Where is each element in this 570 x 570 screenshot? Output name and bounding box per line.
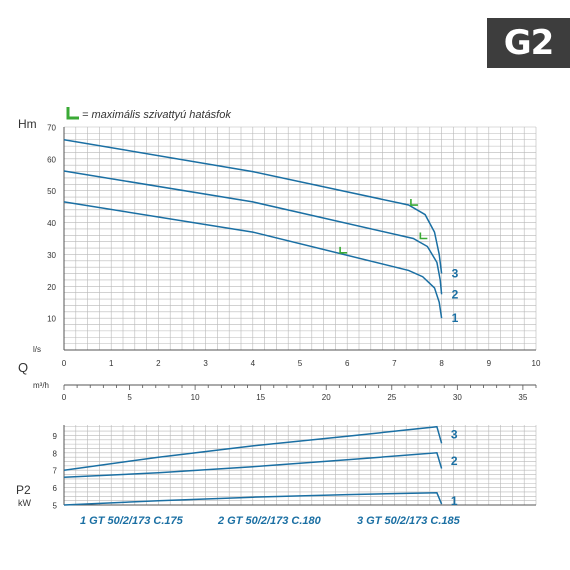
flow-ls-tick-label: 1 <box>109 359 114 368</box>
flow-ls-tick-label: 0 <box>62 359 67 368</box>
flow-ls-tick-label: 10 <box>532 359 541 368</box>
flow-ls-tick-label: 5 <box>298 359 303 368</box>
efficiency-legend-icon <box>66 107 79 120</box>
flow-m3h-tick-label: 5 <box>127 393 132 402</box>
flow-ls-tick-label: 2 <box>156 359 161 368</box>
power-curve-2 <box>63 452 443 478</box>
model-label-3: 3 GT 50/2/173 C.185 <box>357 515 461 527</box>
flow-m3h-tick-label: 25 <box>387 393 396 402</box>
head-curve-label-3: 3 <box>452 267 459 281</box>
flow-m3h-tick-label: 35 <box>518 393 527 402</box>
efficiency-mark <box>410 199 418 206</box>
legend: = maximális szivattyú hatásfok <box>66 107 231 121</box>
head-curve-label-2: 2 <box>452 287 459 301</box>
power-y-axis-title: P2 <box>16 483 31 497</box>
flow-ls-tick-label: 9 <box>487 359 492 368</box>
head-curve-1 <box>63 201 443 319</box>
power-y-tick-label: 7 <box>53 467 58 476</box>
flow-ls-unit: l/s <box>33 345 41 354</box>
power-y-tick-label: 9 <box>53 432 58 441</box>
efficiency-mark <box>419 232 428 240</box>
power-curve-label-3: 3 <box>451 428 458 442</box>
legend-text: = maximális szivattyú hatásfok <box>82 109 231 121</box>
series-badge: G2 <box>487 18 570 68</box>
head-curve-2 <box>63 170 443 295</box>
head-curve-label-1: 1 <box>452 311 459 325</box>
head-y-axis-title: Hm <box>18 117 37 131</box>
power-y-tick-label: 5 <box>53 502 58 511</box>
head-y-tick-label: 50 <box>47 187 56 196</box>
flow-ls-tick-label: 6 <box>345 359 350 368</box>
flow-m3h-tick-label: 15 <box>256 393 265 402</box>
flow-ls-tick-label: 4 <box>251 359 256 368</box>
flow-ls-tick-label: 3 <box>203 359 208 368</box>
power-y-tick-label: 8 <box>53 449 58 458</box>
flow-axis-title: Q <box>18 360 28 375</box>
efficiency-mark <box>339 246 348 254</box>
power-curve-1 <box>63 492 443 506</box>
head-curve-3 <box>63 138 443 274</box>
head-y-tick-label: 40 <box>47 219 56 228</box>
head-y-tick-label: 60 <box>47 155 56 164</box>
power-curve-label-2: 2 <box>451 454 458 468</box>
model-label-2: 2 GT 50/2/173 C.180 <box>217 515 322 527</box>
head-y-tick-label: 30 <box>47 251 56 260</box>
head-y-tick-label: 10 <box>47 315 56 324</box>
model-label-1: 1 GT 50/2/173 C.175 <box>80 515 184 527</box>
flow-m3h-unit: m³/h <box>33 381 49 390</box>
power-curve-3 <box>63 425 443 471</box>
head-y-tick-label: 70 <box>47 124 56 133</box>
head-y-tick-label: 20 <box>47 283 56 292</box>
power-y-axis-unit: kW <box>18 498 32 508</box>
flow-ls-tick-label: 8 <box>439 359 444 368</box>
flow-m3h-tick-label: 0 <box>62 393 67 402</box>
flow-ls-tick-label: 7 <box>392 359 397 368</box>
power-curve-label-1: 1 <box>451 494 458 508</box>
power-y-tick-label: 6 <box>53 484 58 493</box>
flow-m3h-tick-label: 30 <box>453 393 462 402</box>
flow-m3h-tick-label: 10 <box>191 393 200 402</box>
flow-m3h-tick-label: 20 <box>322 393 331 402</box>
